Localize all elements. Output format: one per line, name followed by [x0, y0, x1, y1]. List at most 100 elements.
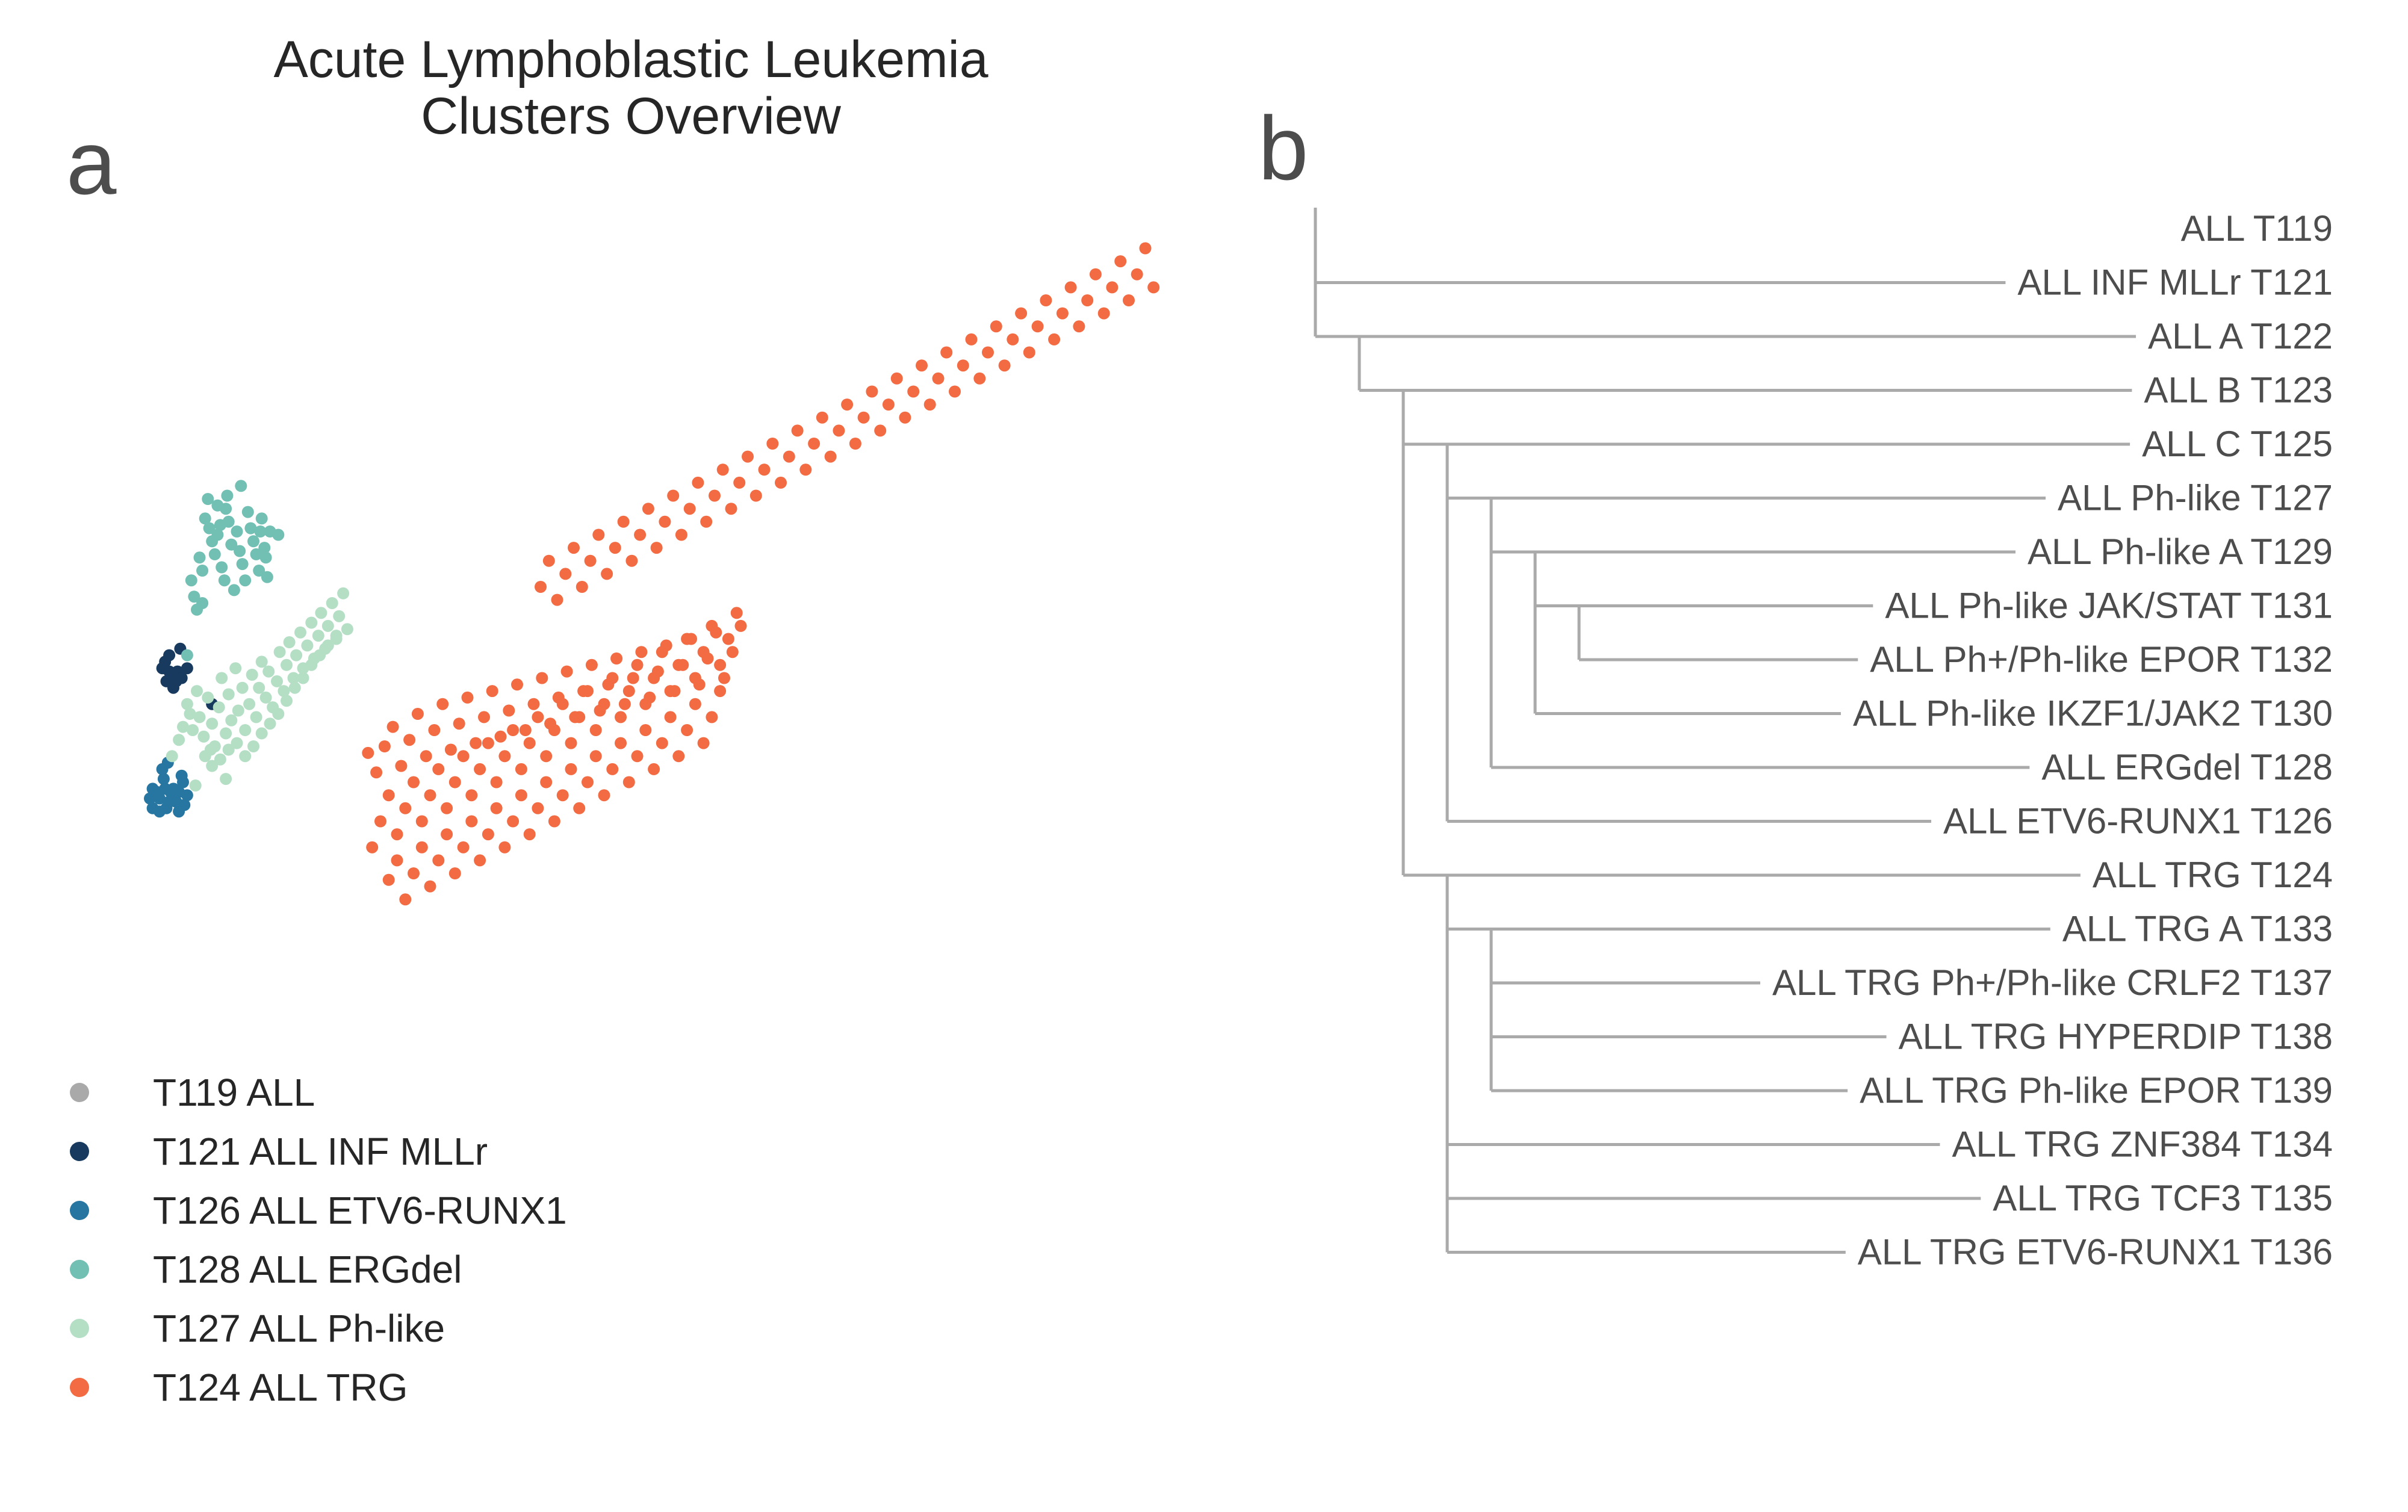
scatter-point-series-4: [232, 704, 244, 717]
dendrogram-label-background: [2005, 259, 2335, 305]
scatter-point-series-4: [243, 698, 256, 710]
scatter-point-series-5: [1081, 294, 1094, 306]
legend-label: T126 ALL ETV6-RUNX1: [153, 1189, 567, 1232]
scatter-point-series-5: [882, 398, 895, 411]
scatter-point-series-5: [890, 372, 903, 385]
dendrogram-label-background: [2050, 906, 2335, 952]
scatter-point-series-5: [1139, 242, 1152, 255]
scatter-point-series-5: [681, 633, 694, 645]
scatter-point-series-4: [247, 740, 259, 752]
scatter-point-series-4: [166, 750, 178, 763]
scatter-point-series-5: [730, 607, 743, 619]
scatter-point-series-5: [556, 789, 569, 802]
dendrogram-leaf-label: ALL TRG A T133: [2062, 909, 2333, 949]
scatter-point-series-5: [672, 658, 685, 671]
scatter-point-series-5: [650, 542, 663, 554]
dendrogram-label-background: [2136, 314, 2335, 359]
scatter-point-series-5: [681, 724, 694, 736]
scatter-point-series-5: [408, 867, 420, 879]
scatter-point-series-5: [940, 346, 953, 359]
scatter-point-series-3: [218, 574, 231, 587]
scatter-point-series-3: [216, 561, 228, 574]
dendrogram-leaf-label: ALL TRG HYPERDIP T138: [1899, 1017, 2333, 1057]
scatter-point-series-3: [196, 597, 209, 609]
scatter-point-series-5: [610, 652, 623, 665]
scatter-point-series-5: [441, 802, 453, 814]
scatter-point-series-2: [177, 776, 189, 789]
scatter-point-series-5: [722, 633, 734, 645]
scatter-point-series-5: [615, 737, 627, 749]
scatter-point-series-3: [259, 551, 272, 564]
scatter-point-series-4: [220, 727, 232, 740]
scatter-point-series-5: [461, 691, 474, 704]
scatter-point-series-5: [656, 646, 668, 658]
dendrogram-label-background: [2046, 475, 2335, 521]
scatter-point-series-5: [486, 685, 498, 698]
dendrogram-label-background: [2168, 206, 2335, 251]
scatter-point-series-5: [689, 672, 701, 684]
scatter-point-series-4: [193, 711, 206, 723]
scatter-point-series-5: [540, 750, 553, 763]
dendrogram-leaf-label: ALL TRG Ph+/Ph-like CRLF2 T137: [1772, 962, 2333, 1003]
scatter-point-series-4: [259, 691, 272, 704]
scatter-point-series-5: [448, 776, 461, 789]
scatter-point-series-3: [254, 525, 267, 538]
scatter-point-series-3: [261, 571, 273, 583]
legend-marker: [70, 1201, 89, 1220]
dendrogram-leaf-label: ALL Ph-like A T129: [2028, 531, 2333, 572]
scatter-point-series-4: [278, 685, 290, 698]
scatter-point-series-5: [1114, 255, 1127, 268]
scatter-point-series-4: [255, 655, 268, 668]
scatter-point-series-5: [606, 763, 619, 775]
scatter-point-series-5: [408, 776, 420, 789]
scatter-point-series-4: [231, 737, 243, 749]
scatter-point-series-5: [982, 346, 994, 359]
scatter-point-series-5: [1123, 294, 1135, 306]
scatter-point-series-5: [639, 698, 652, 710]
scatter-point-series-5: [465, 789, 478, 802]
scatter-point-series-5: [749, 489, 762, 502]
scatter-point-series-5: [551, 593, 563, 606]
dendrogram-label-background: [1858, 637, 2335, 682]
scatter-point-series-5: [470, 737, 482, 749]
scatter-point-series-5: [714, 658, 727, 671]
dendrogram-label-background: [1840, 690, 2335, 736]
scatter-point-series-5: [598, 789, 610, 802]
scatter-point-series-3: [234, 545, 246, 557]
scatter-point-series-4: [225, 714, 238, 727]
scatter-point-series-4: [222, 743, 235, 756]
scatter-point-series-5: [635, 646, 648, 658]
scatter-point-series-5: [799, 463, 812, 476]
scatter-point-series-4: [206, 760, 219, 772]
scatter-point-series-5: [648, 763, 660, 775]
scatter-point-series-5: [540, 776, 553, 789]
scatter-point-series-3: [239, 574, 252, 587]
legend-marker: [70, 1260, 89, 1279]
scatter-point-series-4: [216, 672, 228, 684]
scatter-point-series-5: [399, 893, 412, 906]
scatter-point-series-4: [281, 695, 293, 707]
scatter-point-series-4: [262, 665, 275, 678]
scatter-point-series-3: [222, 515, 235, 528]
dendrogram-label-background: [1845, 1229, 2335, 1275]
scatter-point-series-5: [783, 450, 795, 463]
scatter-point-series-5: [474, 763, 486, 775]
scatter-point-series-4: [287, 672, 300, 684]
scatter-point-series-5: [542, 554, 555, 567]
dendrogram-leaf-label: ALL ETV6-RUNX1 T126: [1943, 801, 2333, 841]
scatter-point-series-3: [236, 558, 249, 571]
scatter-point-series-2: [178, 799, 191, 811]
scatter-point-series-4: [187, 724, 199, 736]
scatter-point-series-4: [264, 717, 276, 730]
scatter-point-series-5: [582, 685, 594, 698]
dendrogram-leaf-label: ALL TRG ETV6-RUNX1 T136: [1858, 1232, 2333, 1272]
scatter-point-series-5: [560, 665, 573, 678]
scatter-point-series-5: [576, 581, 588, 593]
scatter-point-series-4: [222, 688, 235, 701]
dendrogram-leaf-label: ALL TRG Ph-like EPOR T139: [1860, 1070, 2333, 1111]
scatter-point-series-5: [424, 789, 436, 802]
scatter-point-series-5: [874, 424, 887, 437]
scatter-point-series-4: [239, 750, 252, 763]
scatter-point-series-5: [1031, 320, 1044, 333]
